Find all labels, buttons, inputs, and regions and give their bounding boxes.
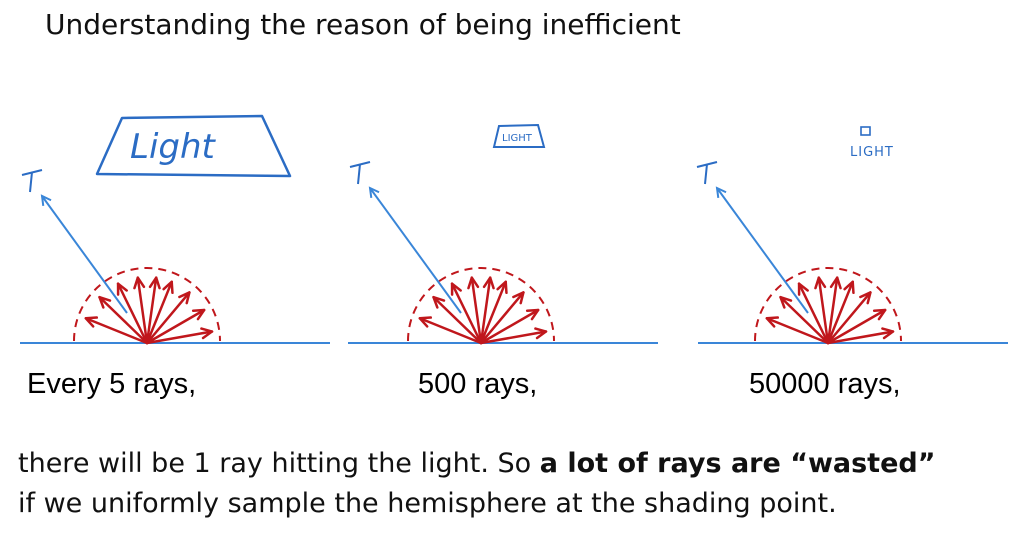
ray-arrowhead: [162, 280, 174, 295]
camera-icon: [696, 161, 718, 185]
ray-arrowhead: [482, 276, 495, 290]
sample-ray: [116, 282, 149, 345]
ray-arrowhead: [779, 295, 793, 309]
caption-panel-2: 500 rays,: [418, 368, 538, 400]
panel-3: LIGHT: [696, 126, 1008, 345]
explanation-emphasis: a lot of rays are “wasted”: [539, 448, 936, 479]
sample-ray: [418, 317, 483, 345]
eye-ray: [716, 187, 809, 314]
sample-ray: [450, 282, 483, 345]
sample-ray: [817, 276, 830, 345]
sample-ray: [826, 291, 872, 345]
ray-arrowhead: [765, 316, 780, 328]
sample-ray: [145, 291, 191, 345]
ray-arrowhead: [191, 308, 206, 321]
ray-arrowhead: [200, 327, 214, 340]
sample-ray: [479, 308, 540, 345]
ray-arrowhead: [512, 291, 525, 305]
eye-ray-arrowhead: [368, 186, 380, 199]
sample-ray: [84, 317, 149, 345]
caption-panel-3: 50000 rays,: [749, 368, 901, 400]
sample-ray: [779, 295, 830, 345]
eye-ray-arrowhead: [715, 186, 727, 199]
hemisphere-outline: [754, 267, 902, 342]
sample-ray: [826, 308, 887, 345]
sample-ray: [765, 317, 830, 345]
eye-ray: [369, 187, 462, 314]
hemisphere: [715, 186, 902, 345]
ray-arrowhead: [496, 280, 508, 295]
explanation-line-1: there will be 1 ray hitting the light. S…: [18, 444, 935, 484]
ray-arrowhead: [843, 280, 855, 295]
panel-2: LIGHT: [348, 123, 658, 345]
eye-ray: [41, 195, 128, 314]
sample-ray: [145, 276, 158, 345]
explanation-line-2: if we uniformly sample the hemisphere at…: [18, 488, 837, 519]
ray-arrowhead: [84, 316, 99, 328]
light-label: LIGHT: [850, 145, 894, 160]
ray-arrowhead: [872, 308, 887, 321]
sample-ray: [136, 276, 149, 345]
ray-arrowhead: [797, 282, 809, 296]
eye-ray-arrowhead: [40, 194, 52, 207]
light-square: [860, 126, 871, 136]
hemisphere-outline: [407, 267, 555, 342]
ray-arrowhead: [525, 308, 540, 321]
ray-arrowhead: [814, 276, 827, 290]
sample-ray: [432, 295, 483, 345]
light-label: LIGHT: [502, 133, 533, 144]
sample-ray: [826, 330, 895, 345]
ray-arrowhead: [178, 291, 191, 305]
sample-ray: [145, 308, 206, 345]
ray-arrowhead: [98, 295, 112, 309]
ray-arrowhead: [881, 327, 895, 340]
ray-arrowhead: [534, 327, 548, 340]
ray-arrowhead: [148, 276, 161, 290]
hemisphere: [368, 186, 555, 345]
sample-ray: [479, 276, 492, 345]
light-label: Light: [130, 127, 217, 167]
sample-ray: [470, 276, 483, 345]
ray-arrowhead: [116, 282, 128, 296]
sample-ray: [98, 295, 149, 345]
light-trapezoid: [95, 114, 292, 178]
caption-panel-1: Every 5 rays,: [27, 368, 197, 400]
explanation-text: there will be 1 ray hitting the light. S…: [18, 444, 935, 524]
explanation-plain: there will be 1 ray hitting the light. S…: [18, 448, 540, 479]
ray-arrowhead: [418, 316, 433, 328]
hemisphere-outline: [73, 267, 221, 342]
hemisphere: [40, 194, 221, 345]
sample-ray: [826, 276, 839, 345]
sample-ray: [826, 280, 854, 345]
sample-ray: [797, 282, 830, 345]
sample-ray: [145, 280, 173, 345]
sample-ray: [145, 330, 214, 345]
light-trapezoid: [492, 123, 546, 148]
sample-ray: [479, 280, 507, 345]
ray-arrowhead: [829, 276, 842, 290]
ray-arrowhead: [467, 276, 480, 290]
camera-icon: [21, 169, 43, 193]
ray-arrowhead: [133, 276, 146, 290]
ray-arrowhead: [432, 295, 446, 309]
camera-icon: [349, 161, 371, 185]
slide-title: Understanding the reason of being ineffi…: [45, 8, 681, 41]
panel-1: Light: [20, 114, 330, 345]
ray-arrowhead: [859, 291, 872, 305]
ray-arrowhead: [450, 282, 462, 296]
sample-ray: [479, 291, 525, 345]
sample-ray: [479, 330, 548, 345]
